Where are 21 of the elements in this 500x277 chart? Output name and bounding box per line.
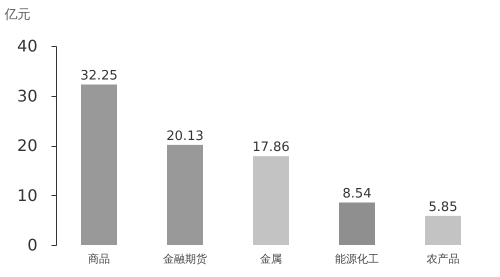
x-tick-label: 能源化工 bbox=[335, 252, 379, 266]
x-tick-label: 商品 bbox=[88, 252, 110, 266]
data-label: 17.86 bbox=[252, 140, 290, 156]
bar bbox=[425, 216, 461, 245]
x-tick-label: 金属 bbox=[260, 252, 282, 266]
y-tick-label: 30 bbox=[17, 86, 38, 106]
bar bbox=[253, 156, 289, 245]
x-tick-label: 金融期货 bbox=[163, 252, 207, 266]
y-tick-label: 40 bbox=[17, 36, 38, 56]
x-tick-label: 农产品 bbox=[426, 252, 460, 266]
data-label: 32.25 bbox=[80, 68, 118, 84]
y-axis-title: 亿元 bbox=[4, 8, 30, 22]
bar bbox=[167, 144, 203, 245]
y-tick-label: 20 bbox=[17, 136, 38, 155]
y-tick-label: 10 bbox=[17, 186, 38, 205]
bar bbox=[339, 202, 375, 245]
data-label: 5.85 bbox=[428, 200, 458, 215]
data-label: 8.54 bbox=[342, 186, 372, 202]
y-tick-label: 0 bbox=[27, 236, 38, 254]
bar bbox=[81, 84, 117, 245]
data-label: 20.13 bbox=[166, 128, 204, 144]
